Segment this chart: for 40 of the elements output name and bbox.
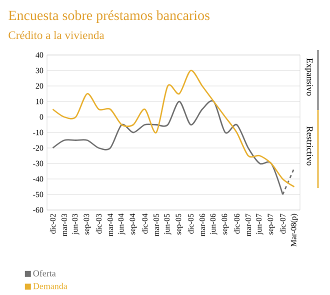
x-tick-label: sep-05 (176, 214, 183, 235)
legend-label: Demanda (33, 283, 68, 290)
x-tick-label: dic-07 (280, 214, 286, 234)
x-tick-label: sep-03 (84, 214, 91, 235)
y-tick-label: -50 (33, 192, 44, 198)
x-tick-label: Mar-08(p) (290, 214, 298, 247)
y-tick-label: 30 (36, 68, 44, 74)
y-tick-label: -60 (33, 208, 44, 213)
x-tick-label: sep-06 (222, 214, 229, 235)
y-tick-label: -10 (33, 130, 44, 136)
line-series (52, 70, 295, 188)
chart-title: Encuesta sobre préstamos bancarios (8, 10, 210, 24)
text: Restrictivo (306, 126, 313, 166)
y-tick-label: 40 (36, 52, 44, 58)
x-tick-label: jun-07 (256, 214, 264, 235)
x-tick-label: dic-02 (50, 214, 56, 234)
x-tick-label: mar-07 (246, 214, 251, 237)
x-tick-label: jun-06 (210, 214, 218, 235)
y-tick-label: -30 (33, 161, 44, 166)
y-tick-label: 0 (40, 114, 44, 120)
x-tick-label: dic-06 (234, 214, 240, 234)
x-tick-label: mar-05 (154, 214, 159, 237)
x-tick-label: mar-04 (108, 214, 113, 237)
y-tick-label: -40 (33, 176, 44, 182)
x-tick-label: dic-04 (142, 214, 148, 234)
x-tick-label: mar-06 (200, 214, 205, 237)
x-tick-label: jun-04 (118, 214, 126, 235)
text: Expansivo (304, 58, 313, 96)
x-tick-label: sep-07 (268, 214, 275, 235)
x-tick-label: jun-05 (164, 214, 172, 235)
y-tick-label: 10 (36, 99, 44, 104)
x-tick-label: dic-05 (188, 214, 194, 234)
x-tick-label: jun-03 (72, 214, 80, 235)
legend-label: Oferta (33, 270, 56, 277)
x-tick-label: dic-03 (96, 214, 102, 234)
y-tick-label: 20 (36, 84, 44, 89)
x-tick-label: mar-03 (62, 214, 67, 237)
x-tick-label: sep-04 (130, 214, 137, 235)
y-tick-label: -20 (33, 146, 44, 151)
chart-subtitle: Crédito a la vivienda (8, 31, 104, 40)
